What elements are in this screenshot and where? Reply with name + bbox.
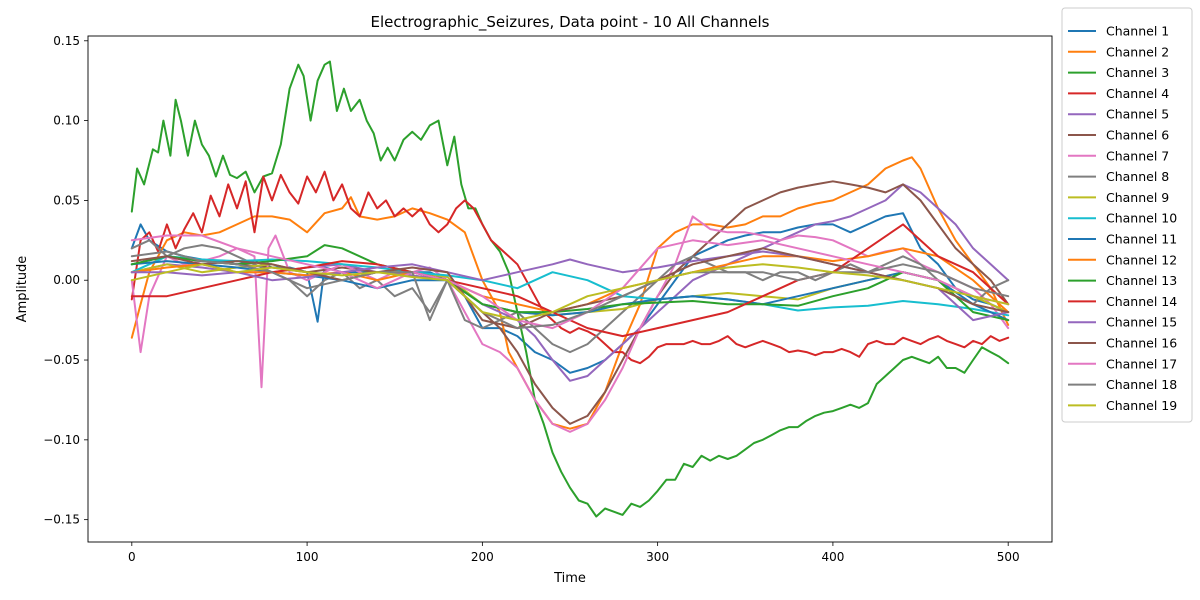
x-axis-label: Time	[553, 571, 586, 586]
legend-label-10: Channel 10	[1106, 211, 1177, 226]
y-tick-label: −0.10	[43, 433, 80, 447]
legend-label-9: Channel 9	[1106, 190, 1169, 205]
y-tick-label: 0.15	[53, 34, 80, 48]
plot-area	[87, 35, 1053, 543]
series-line-18	[130, 250, 1010, 330]
x-tick-label: 100	[296, 550, 319, 564]
legend-label-17: Channel 17	[1106, 356, 1177, 371]
plot-frame	[87, 35, 1053, 543]
series-line-7	[130, 215, 1010, 433]
legend-label-3: Channel 3	[1106, 65, 1169, 80]
series-group	[130, 60, 1010, 518]
legend-label-7: Channel 7	[1106, 148, 1169, 163]
x-tick-label: 200	[471, 550, 494, 564]
y-tick-label: 0.05	[53, 193, 80, 207]
legend-frame	[1061, 7, 1193, 423]
legend-label-1: Channel 1	[1106, 24, 1169, 39]
legend-label-18: Channel 18	[1106, 377, 1177, 392]
x-tick-label: 300	[646, 550, 669, 564]
x-axis: 0 100 200 300 400 500	[128, 542, 1020, 564]
x-tick-label: 400	[821, 550, 844, 564]
y-axis: −0.15 −0.10 −0.05 0.00 0.05 0.10 0.15	[43, 34, 88, 527]
legend-label-8: Channel 8	[1106, 169, 1169, 184]
legend-label-19: Channel 19	[1106, 398, 1177, 413]
legend-label-5: Channel 5	[1106, 107, 1169, 122]
series-line-16	[130, 247, 1010, 330]
legend: Channel 1 Channel 2 Channel 3 Channel 4 Chan…	[1061, 7, 1193, 423]
series-line-4	[130, 170, 1010, 365]
legend-label-6: Channel 6	[1106, 128, 1169, 143]
y-tick-label: −0.15	[43, 513, 80, 527]
x-tick-label: 500	[997, 550, 1020, 564]
legend-items: Channel 1 Channel 2 Channel 3 Channel 4 Chan…	[1068, 24, 1177, 413]
series-line-19	[130, 263, 1010, 322]
legend-label-13: Channel 13	[1106, 273, 1177, 288]
legend-label-11: Channel 11	[1106, 232, 1177, 247]
x-tick-label: 0	[128, 550, 136, 564]
legend-label-16: Channel 16	[1106, 336, 1177, 351]
y-tick-label: 0.10	[53, 114, 80, 128]
legend-label-4: Channel 4	[1106, 86, 1169, 101]
legend-label-15: Channel 15	[1106, 315, 1177, 330]
series-line-17	[130, 234, 1010, 330]
y-tick-label: 0.00	[53, 273, 80, 287]
legend-label-2: Channel 2	[1106, 44, 1169, 59]
legend-label-12: Channel 12	[1106, 252, 1177, 267]
chart-title: Electrographic_Seizures, Data point - 10…	[371, 13, 770, 32]
legend-label-14: Channel 14	[1106, 294, 1177, 309]
y-tick-label: −0.05	[43, 353, 80, 367]
y-axis-label: Amplitude	[15, 256, 30, 323]
